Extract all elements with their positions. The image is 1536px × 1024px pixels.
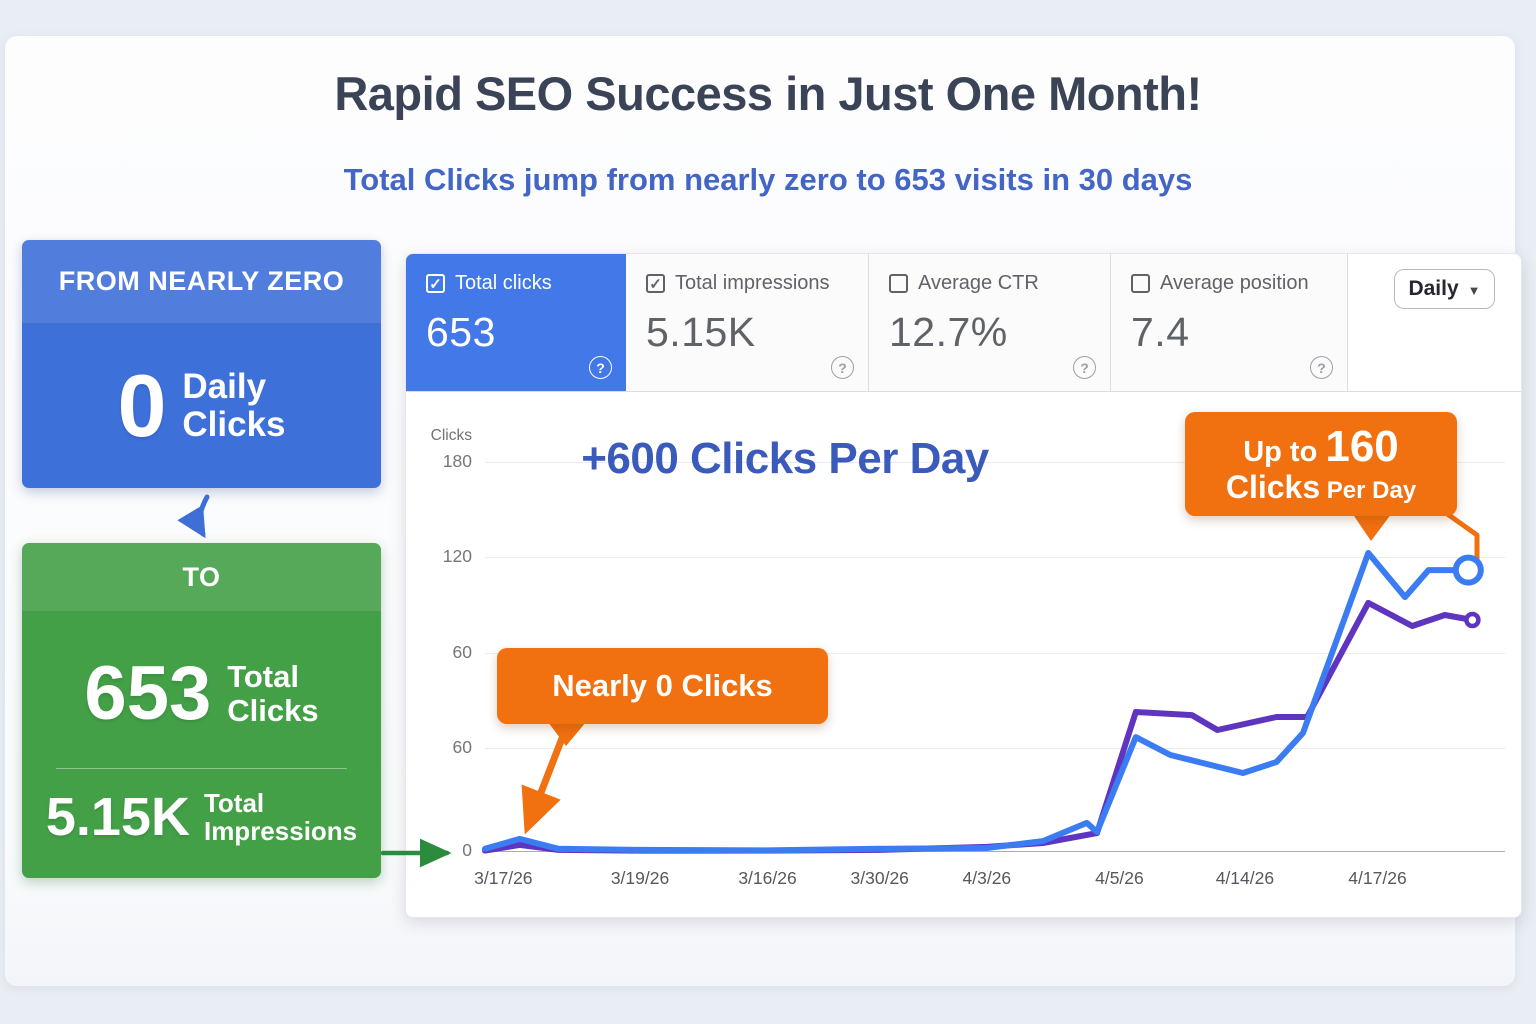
- before-card-header: FROM NEARLY ZERO: [22, 240, 381, 324]
- metric-value: 7.4: [1131, 309, 1190, 355]
- metric-card-total-clicks[interactable]: ✓ Total clicks 653 ?: [406, 254, 626, 391]
- y-tick-label: 180: [442, 451, 472, 471]
- metric-label: Total clicks: [455, 272, 552, 294]
- metric-card-total-impressions[interactable]: ✓ Total impressions 5.15K ?: [626, 254, 869, 391]
- metric-card-average-position[interactable]: Average position 7.4 ?: [1111, 254, 1348, 391]
- checkbox-checked-icon[interactable]: ✓: [426, 274, 445, 293]
- x-tick-label: 3/16/26: [738, 868, 797, 888]
- chevron-down-icon: ▼: [1467, 282, 1481, 298]
- after-card-impressions-label: Total Impressions: [203, 787, 358, 846]
- metric-label: Total impressions: [675, 272, 830, 294]
- x-tick-label: 3/19/26: [610, 868, 670, 888]
- gridline: [485, 556, 1505, 558]
- gridline: [485, 747, 1505, 749]
- checkbox-unchecked-icon[interactable]: [1131, 274, 1150, 293]
- metrics-row: ✓ Total clicks 653 ? ✓ Total impressions…: [406, 254, 1521, 392]
- question-icon[interactable]: ?: [1073, 356, 1096, 379]
- metric-label: Average position: [1160, 272, 1309, 294]
- metric-value: 653: [426, 309, 496, 355]
- chart-headline-annotation: +600 Clicks Per Day: [581, 434, 989, 483]
- checkbox-unchecked-icon[interactable]: [889, 274, 908, 293]
- x-tick-label: 3/30/26: [850, 868, 909, 888]
- question-icon[interactable]: ?: [589, 356, 612, 379]
- after-card-header: TO: [22, 543, 381, 612]
- after-card-divider: [56, 768, 347, 769]
- period-dropdown-label: Daily: [1408, 277, 1459, 300]
- y-axis-title: Clicks: [430, 427, 472, 444]
- x-tick-label: 3/17/26: [474, 868, 533, 888]
- y-tick-label: 60: [452, 736, 472, 757]
- search-console-panel: ✓ Total clicks 653 ? ✓ Total impressions…: [405, 253, 1522, 918]
- before-card-value: 0: [117, 356, 167, 455]
- after-card-impressions-value: 5.15K: [45, 787, 190, 847]
- y-tick-label: 60: [452, 641, 472, 662]
- metric-value: 12.7%: [889, 309, 1008, 355]
- callout-nearly-zero: Nearly 0 Clicks: [497, 648, 828, 724]
- after-card-clicks-row: 653 Total Clicks: [22, 620, 381, 768]
- after-card-clicks-value: 653: [84, 651, 212, 736]
- x-tick-label: 4/17/26: [1348, 868, 1407, 888]
- question-icon[interactable]: ?: [1310, 356, 1333, 379]
- y-tick-label: 120: [442, 545, 472, 566]
- callout-up-to-160: Up to 160 Clicks Per Day: [1185, 412, 1457, 516]
- question-icon[interactable]: ?: [831, 356, 854, 379]
- x-tick-label: 4/14/26: [1215, 868, 1275, 888]
- x-tick-label: 4/5/26: [1095, 868, 1144, 888]
- metric-label: Average CTR: [918, 272, 1039, 294]
- checkbox-checked-icon[interactable]: ✓: [646, 274, 665, 293]
- gridline: [485, 462, 1505, 463]
- callout-high-value: 160: [1325, 421, 1399, 471]
- period-dropdown[interactable]: Daily ▼: [1394, 269, 1495, 309]
- before-card-label: Daily Clicks: [182, 366, 286, 444]
- metric-value: 5.15K: [646, 309, 756, 355]
- y-tick-label: 0: [462, 840, 472, 860]
- x-tick-label: 4/3/26: [962, 868, 1012, 888]
- page-subtitle: Total Clicks jump from nearly zero to 65…: [343, 162, 1193, 197]
- after-card-impressions-row: 5.15K Total Impressions: [22, 769, 381, 865]
- before-card: FROM NEARLY ZERO 0 Daily Clicks: [22, 240, 381, 488]
- before-card-body: 0 Daily Clicks: [22, 324, 381, 488]
- after-card-clicks-label: Total Clicks: [227, 658, 319, 728]
- after-card: TO 653 Total Clicks 5.15K Total Impressi…: [22, 543, 381, 878]
- metric-card-average-ctr[interactable]: Average CTR 12.7% ?: [869, 254, 1111, 391]
- gridline: [485, 851, 1505, 852]
- page-title: Rapid SEO Success in Just One Month!: [334, 67, 1202, 120]
